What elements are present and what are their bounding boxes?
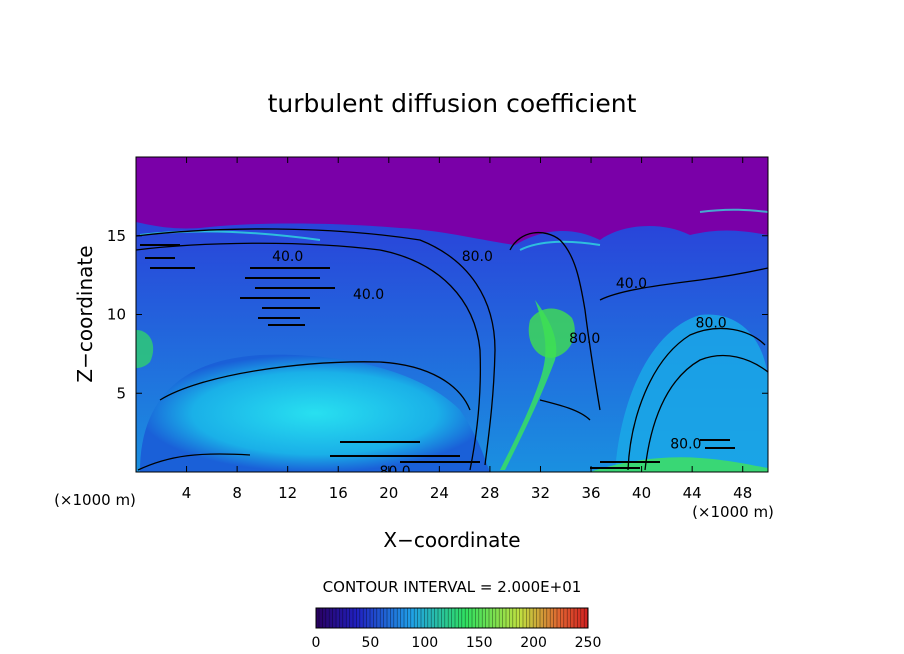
colorbar-tick-label: 250	[575, 635, 602, 651]
y-axis-label: Z−coordinate	[73, 245, 97, 382]
x-tick-label: 44	[683, 484, 702, 502]
colorbar-ticks: 0 50 100 150 200 250	[312, 635, 602, 651]
x-tick-label: 24	[430, 484, 449, 502]
contour-lines	[136, 228, 768, 471]
field-vortex-green	[528, 308, 575, 358]
field-left-green	[136, 330, 154, 368]
field-upper-layer-band	[136, 157, 768, 219]
x-axis-label: X−coordinate	[383, 528, 520, 552]
x-tick-label: 40	[632, 484, 651, 502]
plot-area: 40.0 40.0 80.0 80.0 40.0 80.0 80.0 80.0	[136, 157, 768, 480]
colorbar-tick-label: 0	[312, 635, 321, 651]
colorbar-frame	[315, 607, 589, 629]
colorbar-tick-label: 50	[361, 635, 379, 651]
y-axis-ticks: 5 10 15	[107, 227, 768, 402]
y-tick-label: 5	[116, 384, 126, 402]
colorbar-bar	[316, 608, 588, 628]
contour-label: 40.0	[272, 249, 303, 265]
colorbar-tick-label: 100	[411, 635, 438, 651]
x-tick-label: 32	[531, 484, 550, 502]
contour-label: 80.0	[462, 249, 493, 265]
colorbar-stripes	[318, 608, 588, 628]
colorbar-tick-label: 200	[520, 635, 547, 651]
x-tick-label: 28	[480, 484, 499, 502]
colorbar-tick-label: 150	[466, 635, 493, 651]
x-tick-label: 20	[379, 484, 398, 502]
contour-label: 80.0	[696, 315, 727, 331]
x-tick-label: 4	[182, 484, 192, 502]
contour-interval-text: CONTOUR INTERVAL = 2.000E+01	[323, 578, 582, 596]
colorbar: 0 50 100 150 200 250	[312, 607, 602, 651]
x-unit-left: (×1000 m)	[54, 491, 136, 509]
contour-labels: 40.0 40.0 80.0 80.0 40.0 80.0 80.0 80.0	[272, 249, 727, 480]
x-axis-ticks: 4 8 12 16 20 24 28 32 36 40 44 48	[182, 157, 752, 502]
x-tick-label: 8	[232, 484, 242, 502]
y-tick-label: 10	[107, 306, 126, 324]
contour-label: 40.0	[353, 287, 384, 303]
x-unit-right: (×1000 m)	[692, 503, 774, 521]
chart-title: turbulent diffusion coefficient	[268, 89, 637, 118]
contour-label: 80.0	[569, 331, 600, 347]
contour-label: 80.0	[670, 437, 701, 453]
field-bubble-right	[615, 314, 768, 472]
x-tick-label: 16	[329, 484, 348, 502]
contour-label: 40.0	[616, 276, 647, 292]
contour-label: 80.0	[380, 464, 411, 480]
x-tick-label: 48	[733, 484, 752, 502]
y-tick-label: 15	[107, 227, 126, 245]
x-tick-label: 12	[278, 484, 297, 502]
x-tick-label: 36	[581, 484, 600, 502]
contour-dashes	[140, 244, 735, 469]
